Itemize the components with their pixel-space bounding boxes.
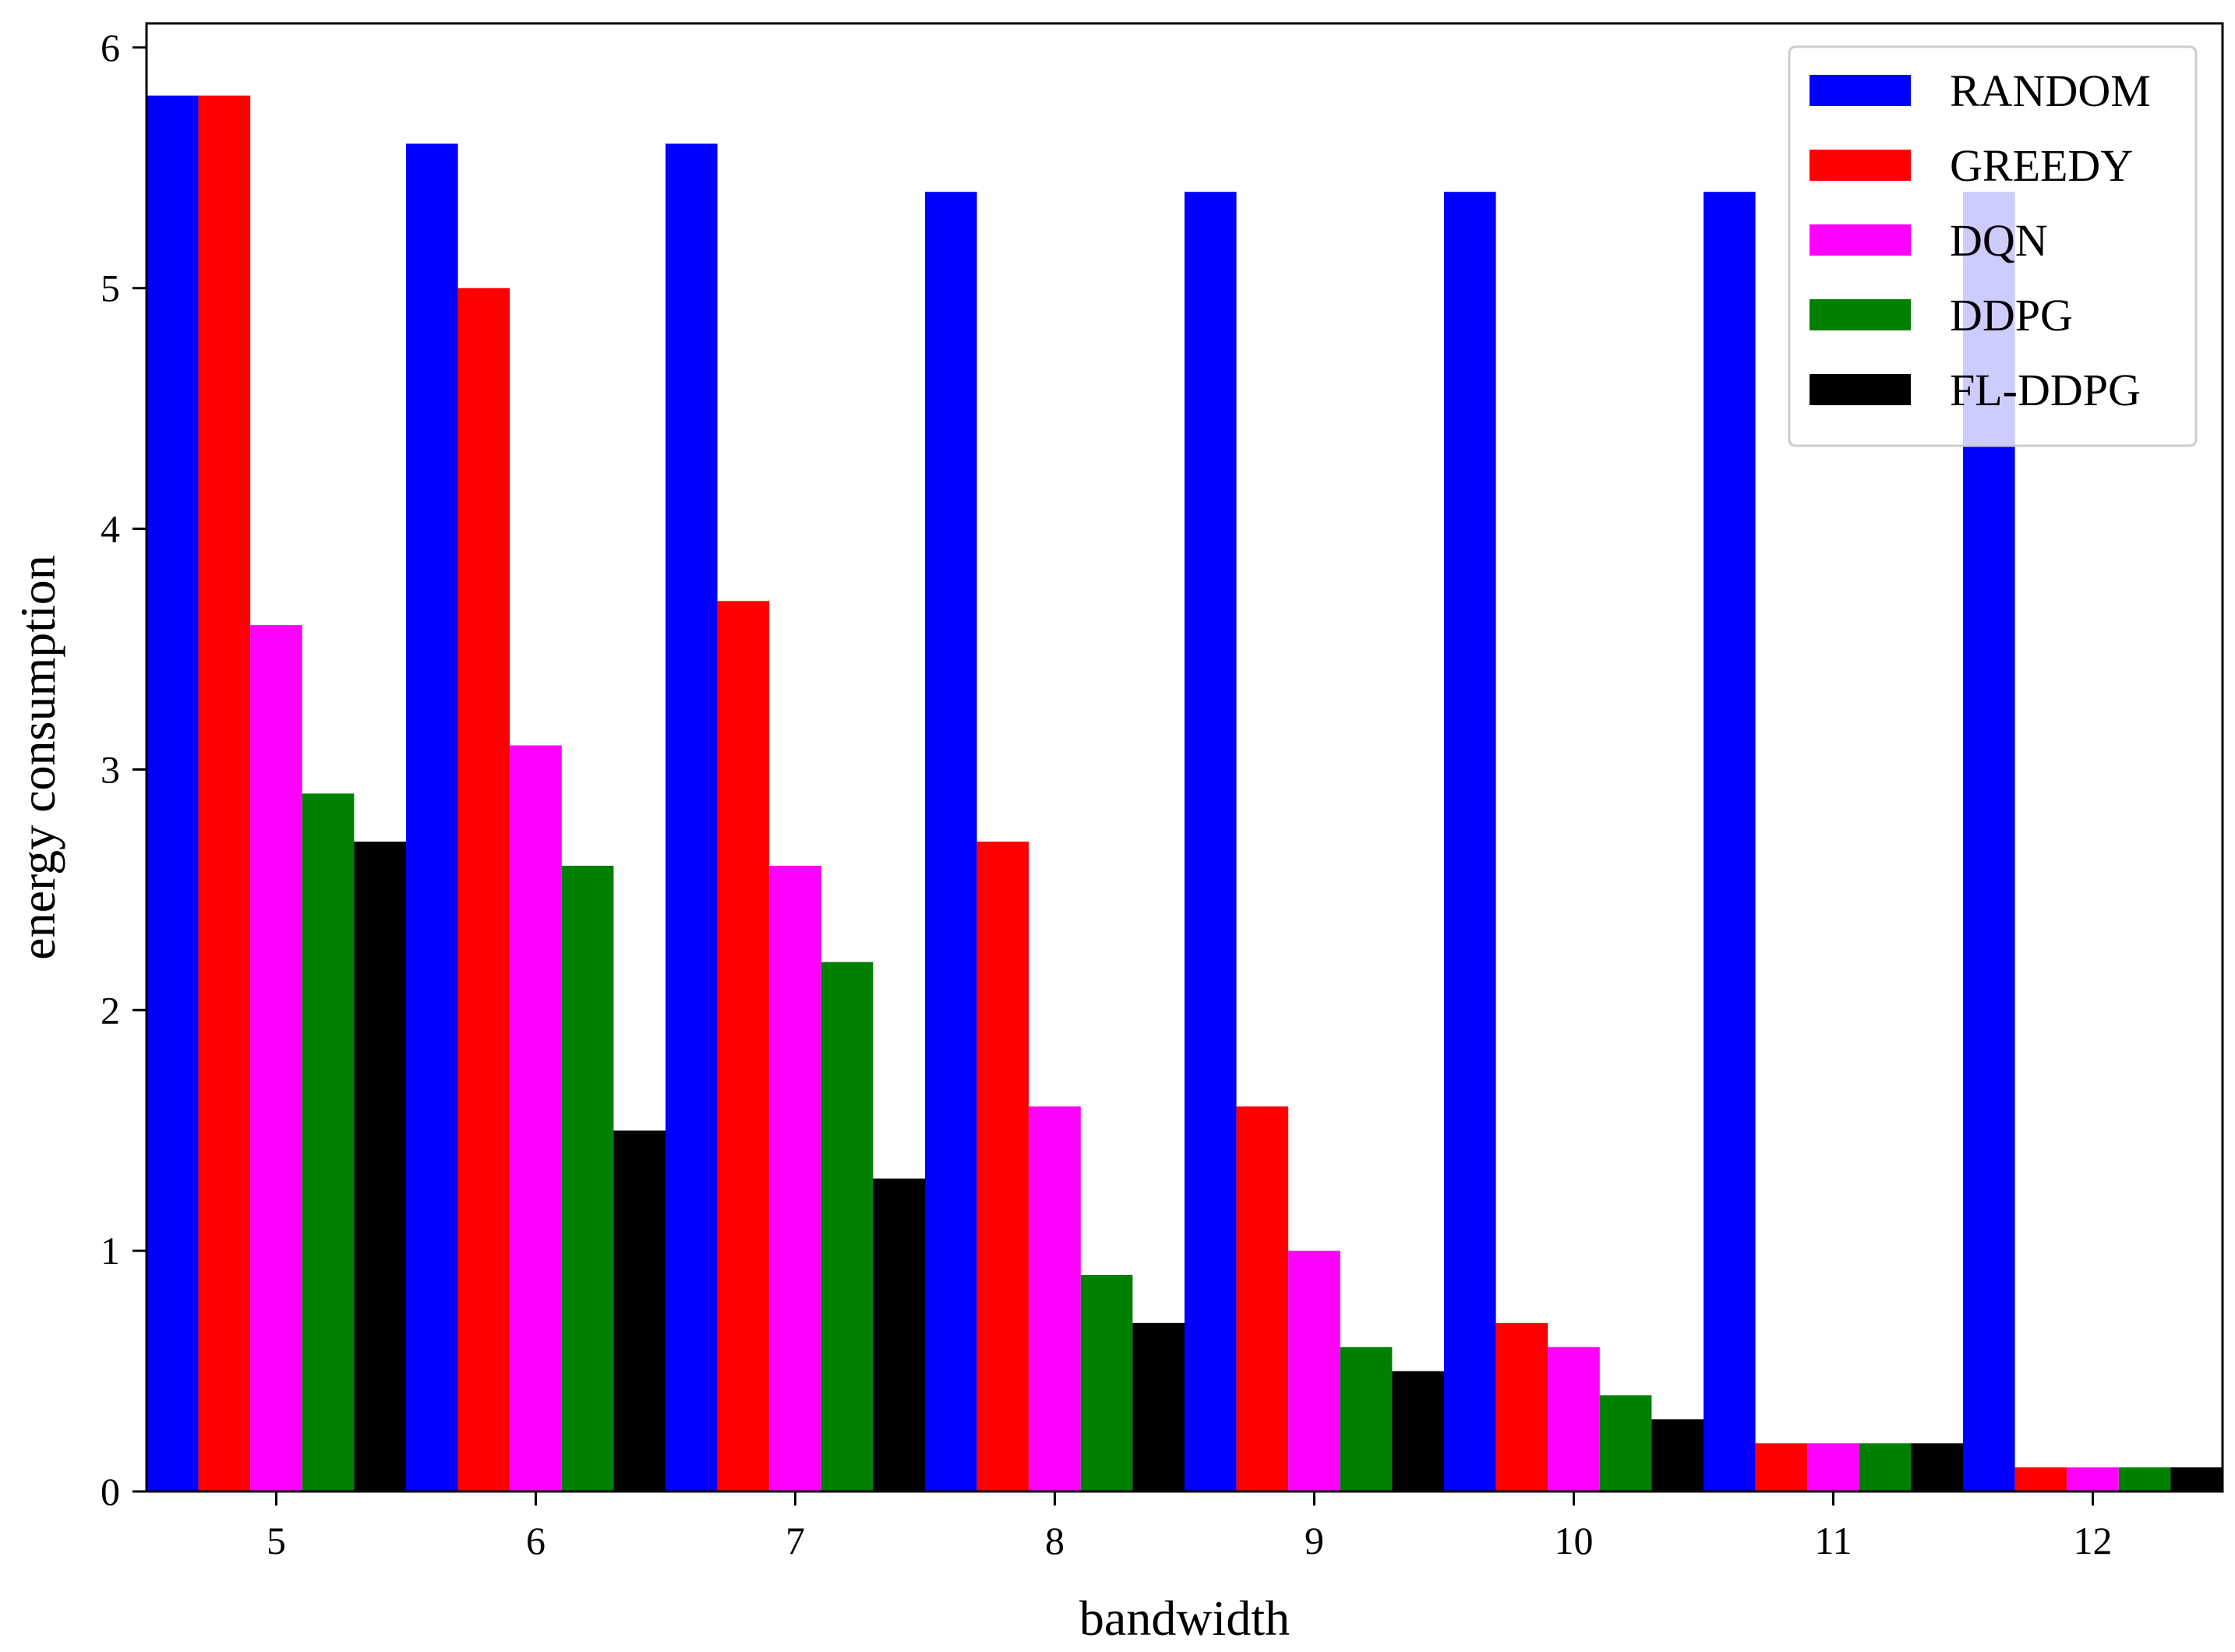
bar-ddpg-10 xyxy=(1599,1395,1652,1491)
x-axis: 5 6 7 8 9 10 11 12 xyxy=(267,1491,2113,1562)
y-tick-label: 4 xyxy=(101,507,120,551)
legend-label-fl-ddpg: FL-DDPG xyxy=(1950,365,2141,415)
x-tick-label: 12 xyxy=(2074,1519,2113,1562)
legend-swatch-random xyxy=(1810,75,1911,106)
bar-fl-ddpg-5 xyxy=(354,842,406,1491)
legend-label-ddpg: DDPG xyxy=(1950,290,2073,341)
bar-greedy-6 xyxy=(457,288,510,1492)
legend-swatch-ddpg xyxy=(1810,299,1911,330)
bar-fl-ddpg-8 xyxy=(1132,1322,1185,1491)
x-tick-label: 7 xyxy=(786,1519,805,1562)
bar-dqn-6 xyxy=(510,745,562,1491)
bar-random-10 xyxy=(1444,192,1496,1491)
bar-greedy-12 xyxy=(2014,1467,2067,1491)
y-tick-label: 5 xyxy=(101,267,120,310)
x-tick-label: 5 xyxy=(267,1519,286,1562)
bar-greedy-9 xyxy=(1236,1106,1289,1491)
bar-fl-ddpg-10 xyxy=(1651,1419,1704,1491)
bar-greedy-7 xyxy=(717,601,770,1492)
y-tick-label: 1 xyxy=(101,1229,120,1273)
legend-label-greedy: GREEDY xyxy=(1950,140,2133,191)
bar-greedy-11 xyxy=(1755,1443,1808,1491)
bar-dqn-12 xyxy=(2067,1467,2119,1491)
bar-fl-ddpg-6 xyxy=(613,1130,666,1491)
y-axis-label: energy consumption xyxy=(10,555,65,960)
x-tick-label: 11 xyxy=(1814,1519,1852,1562)
bar-ddpg-12 xyxy=(2118,1467,2171,1491)
legend-label-dqn: DQN xyxy=(1950,215,2048,266)
bar-greedy-8 xyxy=(976,842,1029,1491)
bar-ddpg-11 xyxy=(1859,1443,1912,1491)
y-tick-label: 6 xyxy=(101,26,120,69)
plot-frame xyxy=(145,22,2224,1493)
bar-ddpg-6 xyxy=(561,865,614,1491)
bar-dqn-10 xyxy=(1548,1347,1600,1491)
bars-group xyxy=(147,95,2223,1492)
bar-ddpg-5 xyxy=(302,793,355,1491)
bar-ddpg-7 xyxy=(821,962,874,1491)
bar-random-6 xyxy=(406,143,458,1491)
bar-fl-ddpg-12 xyxy=(2170,1467,2223,1491)
bar-dqn-7 xyxy=(769,865,821,1491)
x-axis-label: bandwidth xyxy=(1079,1590,1290,1646)
x-tick-label: 10 xyxy=(1555,1519,1594,1562)
x-tick-label: 9 xyxy=(1305,1519,1324,1562)
bar-greedy-10 xyxy=(1495,1322,1548,1491)
bar-random-7 xyxy=(666,143,718,1491)
bar-fl-ddpg-11 xyxy=(1911,1443,1963,1491)
y-tick-label: 3 xyxy=(101,747,120,791)
bar-random-11 xyxy=(1704,192,1756,1491)
legend: RANDOM GREEDY DQN DDPG FL-DDPG xyxy=(1788,45,2198,447)
bar-greedy-5 xyxy=(198,95,251,1491)
legend-swatch-dqn xyxy=(1810,224,1911,256)
bar-ddpg-8 xyxy=(1080,1275,1133,1491)
bar-fl-ddpg-9 xyxy=(1392,1371,1444,1491)
bar-random-5 xyxy=(147,95,199,1491)
y-tick-label: 2 xyxy=(101,988,120,1032)
bar-dqn-9 xyxy=(1288,1251,1340,1491)
legend-swatch-fl-ddpg xyxy=(1810,374,1911,405)
legend-label-random: RANDOM xyxy=(1950,65,2151,116)
bar-fl-ddpg-7 xyxy=(873,1178,925,1491)
bar-dqn-8 xyxy=(1029,1106,1081,1491)
bar-random-9 xyxy=(1185,192,1237,1491)
bar-dqn-11 xyxy=(1807,1443,1859,1491)
legend-box xyxy=(1788,45,2198,447)
y-axis: 0 1 2 3 4 5 6 xyxy=(101,26,147,1513)
bar-random-8 xyxy=(925,192,977,1491)
legend-swatch-greedy xyxy=(1810,150,1911,181)
bar-dqn-5 xyxy=(250,625,302,1492)
bar-ddpg-9 xyxy=(1340,1347,1393,1491)
x-tick-label: 8 xyxy=(1045,1519,1065,1562)
x-tick-label: 6 xyxy=(526,1519,546,1562)
y-tick-label: 0 xyxy=(101,1470,120,1513)
